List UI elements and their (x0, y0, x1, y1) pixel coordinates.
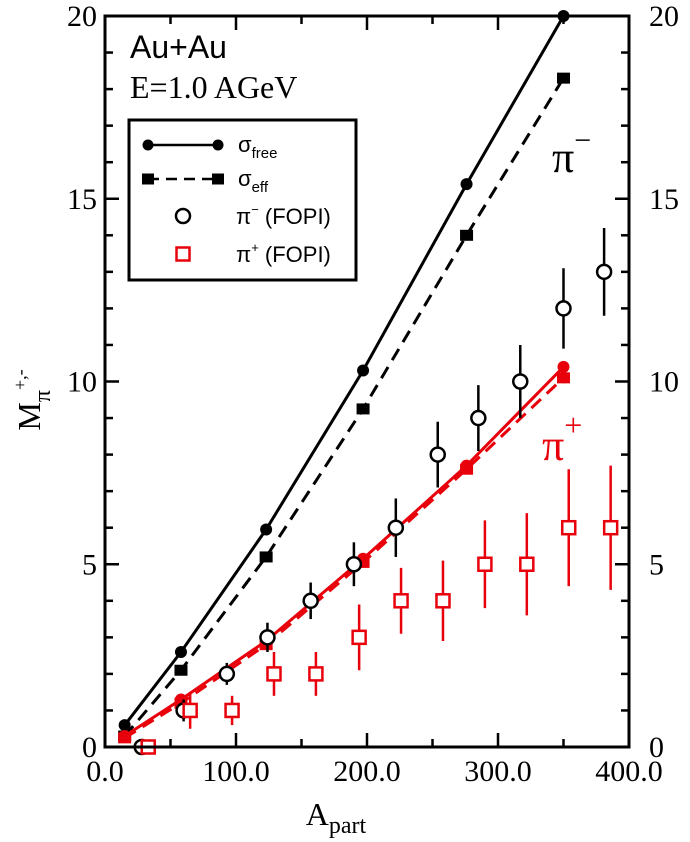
data-point (218, 665, 236, 683)
data-point (259, 551, 273, 563)
data-point (602, 519, 619, 536)
data-point (356, 403, 370, 415)
data-point (224, 702, 240, 719)
data-point (560, 519, 577, 536)
data-point (460, 463, 474, 475)
y-tick-label-right: 0 (649, 731, 664, 764)
series-line (123, 15, 565, 727)
y-tick-label-right: 5 (649, 548, 664, 581)
data-point (345, 556, 363, 573)
x-tick-label: 300.0 (464, 755, 532, 788)
y-tick-label: 20 (67, 0, 97, 33)
y-tick-label-right: 20 (649, 0, 679, 33)
data-point (387, 519, 405, 536)
svg-text:σeff: σeff (238, 166, 269, 196)
data-point (557, 360, 570, 373)
svg-text:Mπ+,-: Mπ+,- (10, 369, 56, 430)
y-tick-label: 10 (67, 366, 97, 399)
data-point (351, 629, 367, 646)
data-point (174, 645, 187, 658)
y-tick-label: 15 (67, 183, 97, 216)
data-point (308, 666, 324, 682)
x-tick-label: 0.0 (86, 755, 124, 788)
energy-annotation: E=1.0 AGeV (130, 69, 297, 105)
data-point (266, 666, 282, 682)
data-point (174, 664, 188, 676)
data-point (519, 556, 535, 572)
data-point (393, 593, 409, 609)
data-point (460, 178, 473, 191)
legend-entry-free: σfree (142, 132, 277, 162)
series-fopi_plus (140, 465, 619, 755)
data-point (357, 364, 370, 377)
series-line (123, 365, 565, 738)
data-point (557, 72, 570, 84)
series-piminus_free (118, 10, 570, 732)
data-point (595, 263, 613, 281)
series-piplus_free (118, 360, 570, 743)
y-tick-label: 0 (82, 731, 97, 764)
y-tick-label-right: 10 (649, 366, 679, 399)
data-point (435, 593, 451, 609)
data-point (477, 556, 493, 572)
y-tick-label-right: 15 (649, 183, 679, 216)
legend-entry-fopi-plus: π+ (FOPI) (175, 240, 331, 267)
x-tick-label: 400.0 (595, 755, 663, 788)
data-point (356, 556, 370, 568)
data-point (512, 373, 529, 390)
data-point (557, 372, 570, 384)
legend: σfree σeff π− (FOPI) π+ (FOPI) (127, 118, 358, 282)
data-point (460, 229, 474, 241)
series-fopi_minus (133, 227, 613, 756)
data-point (555, 300, 572, 317)
data-point (259, 629, 276, 646)
legend-entry-fopi-minus: π− (FOPI) (174, 202, 331, 229)
data-point (260, 523, 273, 536)
data-point (470, 409, 487, 427)
data-point (302, 592, 319, 610)
x-tick-label: 200.0 (333, 755, 401, 788)
svg-text:π− (FOPI): π− (FOPI) (236, 202, 331, 229)
legend-entry-eff: σeff (142, 166, 269, 196)
x-tick-label: 100.0 (202, 755, 270, 788)
data-point (429, 446, 446, 463)
data-point (118, 719, 131, 732)
x-axis-label: Apart (306, 796, 367, 839)
series-piminus_eff (118, 72, 570, 742)
y-axis-label: Mπ+,- (10, 369, 56, 430)
data-point (118, 732, 132, 744)
svg-text:π+ (FOPI): π+ (FOPI) (236, 240, 331, 267)
plot-layer (118, 10, 619, 756)
y-tick-label: 5 (82, 548, 97, 581)
legend-box (127, 118, 358, 282)
system-annotation: Au+Au (130, 29, 227, 65)
series-line (123, 77, 565, 737)
svg-text:σfree: σfree (238, 132, 277, 162)
data-point (182, 702, 198, 719)
pi-minus-label: π− (552, 124, 591, 182)
pi-plus-label: π+ (542, 407, 582, 470)
